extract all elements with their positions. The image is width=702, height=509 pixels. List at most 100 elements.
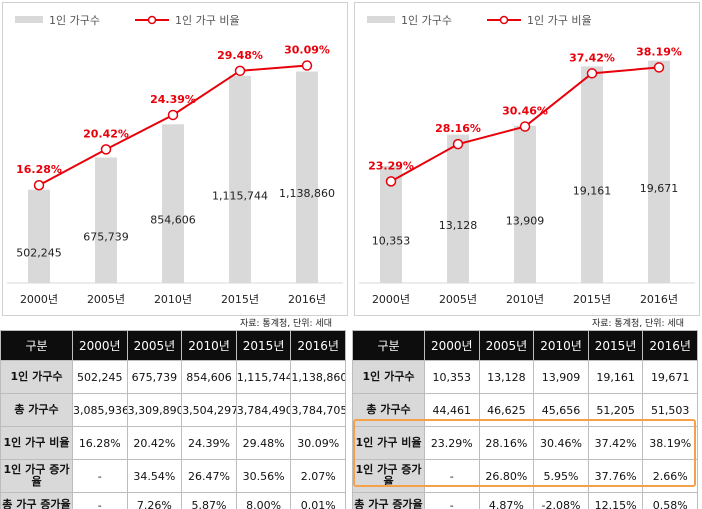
table-cell: 30.46% — [533, 426, 589, 460]
table-cell: 502,245 — [72, 360, 128, 394]
line-data-label: 38.19% — [636, 45, 682, 58]
table-cell: 12.15% — [587, 492, 644, 509]
table-row: 1인 가구 비율 16.28% 20.42% 24.39% 29.48% 30.09% — [0, 426, 346, 460]
x-tick-label: 2015년 — [573, 293, 611, 306]
table-row: 1인 가구수 10,353 13,128 13,909 19,161 19,671 — [352, 360, 698, 394]
table-cell: 5.87% — [181, 492, 237, 509]
table-cell: 30.56% — [235, 459, 292, 493]
legend-bar-label: 1인 가구수 — [401, 14, 452, 27]
bar — [648, 60, 670, 284]
chart-frame: 1인 가구수 1인 가구 비율 10,353 2000년 13,128 2005년 13,9… — [354, 2, 700, 316]
line-data-label: 37.42% — [569, 51, 615, 64]
header-year: 2010년 — [181, 330, 237, 361]
legend-bar-swatch — [367, 16, 395, 23]
header-year: 2000년 — [72, 330, 128, 361]
line-data-label: 20.42% — [83, 127, 129, 140]
table-cell: 19,161 — [587, 360, 644, 394]
row-label: 총 가구수 — [0, 393, 73, 427]
table-cell: 37.76% — [587, 459, 644, 493]
left-panel: 1인 가구수 1인 가구 비율 502,245 2000년 675,739 2005년 85… — [0, 0, 350, 509]
table-cell: 34.54% — [126, 459, 183, 493]
table-cell: 0.58% — [642, 492, 698, 509]
table-cell: 26.80% — [478, 459, 535, 493]
table-cell: 23.29% — [424, 426, 480, 460]
row-label: 1인 가구 비율 — [0, 426, 73, 460]
line-point — [653, 62, 665, 73]
table-cell: - — [424, 492, 480, 509]
table-cell: 2.07% — [290, 459, 346, 493]
table-cell: - — [72, 459, 128, 493]
x-tick-label: 2015년 — [221, 293, 259, 306]
line-data-label: 30.46% — [502, 105, 548, 118]
line-point — [519, 121, 531, 132]
bar — [514, 125, 536, 283]
x-tick-label: 2010년 — [154, 293, 192, 306]
line-point — [33, 179, 45, 191]
table-cell: 19,671 — [642, 360, 698, 394]
row-label: 총 가구수 — [352, 393, 425, 427]
bar — [296, 71, 318, 283]
table-cell: 3,784,490 — [235, 393, 292, 427]
row-label: 1인 가구수 — [352, 360, 425, 394]
line-data-label: 23.29% — [368, 159, 414, 172]
table-cell: 3,309,890 — [126, 393, 183, 427]
header-year: 2016년 — [290, 330, 346, 361]
legend-bar-label: 1인 가구수 — [49, 14, 100, 27]
table-row: 총 가구수 44,461 46,625 45,656 51,205 51,503 — [352, 393, 698, 427]
table-cell: 51,503 — [642, 393, 698, 427]
table-cell: 16.28% — [72, 426, 128, 460]
line-data-label: 30.09% — [284, 44, 330, 57]
bar — [28, 189, 50, 283]
table-cell: 30.09% — [290, 426, 346, 460]
header-year: 2005년 — [126, 330, 183, 361]
line-point — [100, 144, 112, 155]
table-row: 1인 가구 증가율 -34.54% 26.47% 30.56% 2.07% — [0, 459, 346, 493]
bar-data-label: 19,671 — [640, 182, 679, 195]
table-cell: 5.95% — [533, 459, 589, 493]
legend-line-label: 1인 가구 비율 — [527, 14, 592, 27]
bar — [447, 134, 469, 283]
bar-data-label: 854,606 — [150, 214, 196, 227]
table-cell: 24.39% — [181, 426, 237, 460]
table-cell: -2.08% — [533, 492, 589, 509]
table-cell: 51,205 — [587, 393, 644, 427]
table-cell: 7.26% — [126, 492, 183, 509]
table-cell: 29.48% — [235, 426, 292, 460]
line-point — [586, 68, 598, 79]
table-cell: 10,353 — [424, 360, 480, 394]
line-point — [234, 65, 246, 77]
table-cell: 37.42% — [587, 426, 644, 460]
line-point — [301, 60, 313, 71]
x-tick-label: 2005년 — [87, 293, 125, 306]
line-data-label: 24.39% — [150, 93, 196, 106]
bar — [95, 157, 117, 283]
table-cell: 1,115,744 — [235, 360, 292, 394]
table-header-row: 구분 2000년 2005년 2010년 2015년 2016년 — [0, 330, 346, 361]
chart-right: 1인 가구수 1인 가구 비율 10,353 2000년 13,128 2005년 13,9… — [359, 14, 695, 306]
source-note: 자료: 통계청, 단위: 세대 — [239, 319, 332, 329]
row-label: 1인 가구 증가율 — [0, 459, 73, 493]
header-year: 2005년 — [478, 330, 535, 361]
row-label: 총 가구 증가율 — [0, 492, 73, 509]
table-row: 총 가구 증가율 -4.87% -2.08% 12.15% 0.58% — [352, 492, 698, 509]
row-label: 1인 가구 증가율 — [352, 459, 425, 493]
bar — [581, 66, 603, 283]
table-cell: 2.66% — [642, 459, 698, 493]
table-row: 총 가구 증가율 -7.26% 5.87% 8.00% 0.01% — [0, 492, 346, 509]
bar-data-label: 675,739 — [83, 230, 129, 243]
table-cell: 3,085,936 — [72, 393, 128, 427]
table-cell: 675,739 — [126, 360, 183, 394]
header-category: 구분 — [0, 330, 73, 361]
table-cell: 4.87% — [478, 492, 535, 509]
table-cell: 13,128 — [478, 360, 535, 394]
header-year: 2015년 — [235, 330, 292, 361]
table-cell: 44,461 — [424, 393, 480, 427]
legend-bar-swatch — [15, 16, 43, 23]
table-row: 1인 가구 비율 23.29% 28.16% 30.46% 37.42% 38.19% — [352, 426, 698, 460]
table-cell: 38.19% — [642, 426, 698, 460]
panel-separator — [348, 0, 352, 509]
legend-line-marker — [499, 15, 509, 25]
line-point — [385, 176, 397, 187]
chart-left: 1인 가구수 1인 가구 비율 502,245 2000년 675,739 2005년 85… — [7, 14, 343, 306]
x-tick-label: 2016년 — [640, 293, 678, 306]
